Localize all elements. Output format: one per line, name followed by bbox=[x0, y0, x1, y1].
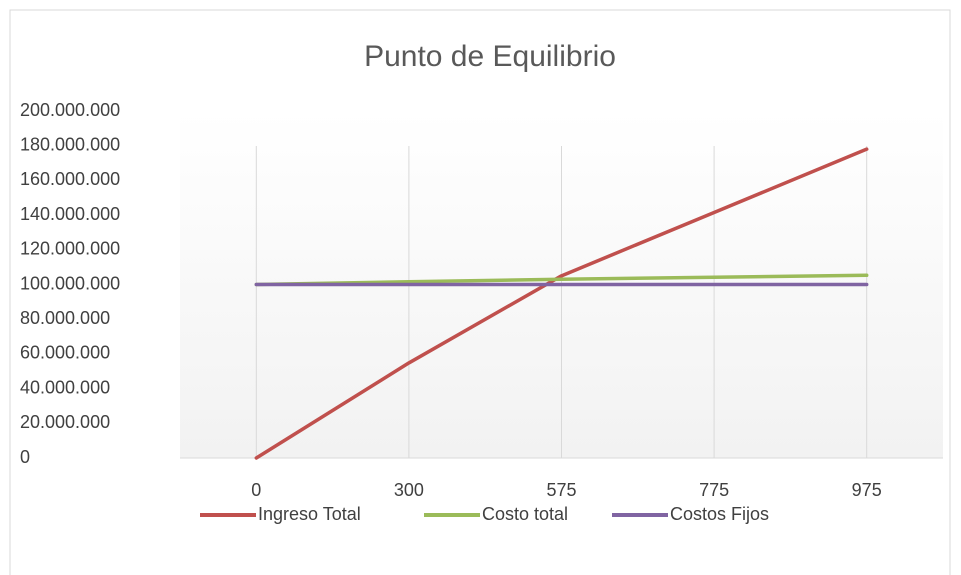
x-tick-label: 975 bbox=[852, 480, 882, 500]
y-tick-label: 40.000.000 bbox=[20, 377, 110, 397]
y-tick-label: 160.000.000 bbox=[20, 169, 120, 189]
series-line bbox=[254, 273, 869, 287]
legend-label: Costo total bbox=[482, 504, 568, 524]
x-tick-label: 775 bbox=[699, 480, 729, 500]
y-tick-label: 120.000.000 bbox=[20, 239, 120, 259]
y-tick-label: 60.000.000 bbox=[20, 343, 110, 363]
y-tick-label: 80.000.000 bbox=[20, 308, 110, 328]
x-tick-label: 0 bbox=[251, 480, 261, 500]
x-tick-label: 300 bbox=[394, 480, 424, 500]
y-tick-label: 0 bbox=[20, 447, 30, 467]
legend-label: Costos Fijos bbox=[670, 504, 769, 524]
y-tick-label: 20.000.000 bbox=[20, 412, 110, 432]
y-tick-label: 200.000.000 bbox=[20, 100, 120, 120]
y-tick-label: 100.000.000 bbox=[20, 273, 120, 293]
series-line bbox=[254, 147, 869, 460]
legend-label: Ingreso Total bbox=[258, 504, 361, 524]
y-tick-label: 140.000.000 bbox=[20, 204, 120, 224]
x-tick-label: 575 bbox=[546, 480, 576, 500]
chart-title: Punto de Equilibrio bbox=[364, 40, 616, 73]
y-tick-label: 180.000.000 bbox=[20, 134, 120, 154]
